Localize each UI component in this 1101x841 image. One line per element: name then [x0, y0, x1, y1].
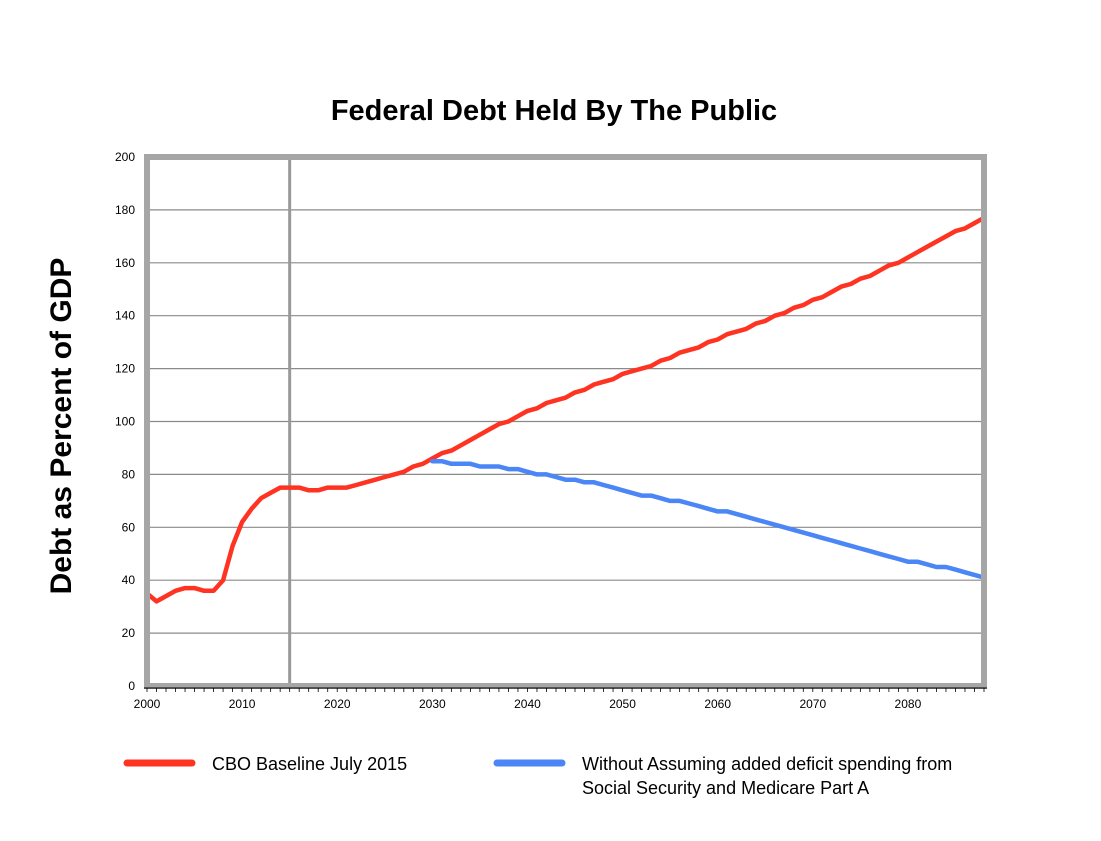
x-tick-label: 2050 — [609, 697, 636, 711]
series-line-1 — [144, 215, 987, 604]
series-lines — [144, 215, 987, 604]
x-tick-label: 2070 — [799, 697, 826, 711]
x-tick-label: 2030 — [419, 697, 446, 711]
y-tick-label: 140 — [115, 309, 135, 323]
y-tick-label: 20 — [122, 626, 136, 640]
x-tick-label: 2060 — [704, 697, 731, 711]
legend-label-2: Without Assuming added deficit spending … — [582, 754, 952, 774]
legend-label-2: Social Security and Medicare Part A — [582, 778, 869, 798]
y-tick-label: 120 — [115, 362, 135, 376]
plot-frame — [144, 154, 987, 689]
y-tick-label: 80 — [122, 467, 136, 481]
y-tick-label: 200 — [115, 150, 135, 164]
y-tick-label: 180 — [115, 203, 135, 217]
y-tick-label: 40 — [122, 573, 136, 587]
y-axis-label: Debt as Percent of GDP — [45, 258, 78, 595]
plot-border — [144, 154, 987, 689]
y-tick-label: 0 — [128, 679, 135, 693]
y-tick-label: 100 — [115, 415, 135, 429]
legend-label-1: CBO Baseline July 2015 — [212, 754, 407, 774]
y-tick-label: 160 — [115, 256, 135, 270]
x-tick-label: 2010 — [229, 697, 256, 711]
gridlines — [147, 209, 984, 634]
y-tick-label: 60 — [122, 520, 136, 534]
y-axis-ticks: 0 20 40 60 80 100 120 140 160 180 200 — [115, 150, 135, 693]
x-tick-label: 2000 — [134, 697, 161, 711]
chart-title: Federal Debt Held By The Public — [331, 95, 777, 127]
x-axis-ticks: 2000 2010 2020 2030 2040 2050 2060 2070 2080 — [134, 688, 985, 711]
legend: CBO Baseline July 2015 Without Assuming a… — [123, 754, 952, 798]
x-tick-label: 2020 — [324, 697, 351, 711]
x-tick-label: 2080 — [895, 697, 922, 711]
x-tick-label: 2040 — [514, 697, 541, 711]
series-line-2 — [430, 458, 987, 580]
